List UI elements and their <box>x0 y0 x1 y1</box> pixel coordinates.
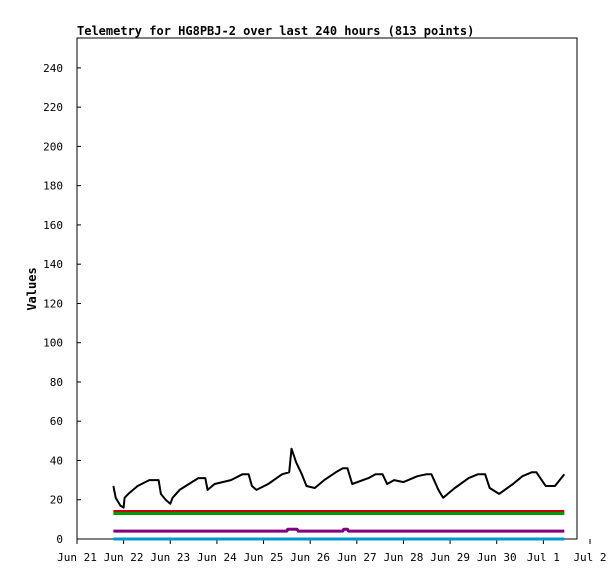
y-tick-label: 200 <box>43 140 63 153</box>
y-tick-label: 0 <box>56 533 63 546</box>
series-layer <box>112 447 566 541</box>
y-tick-label: 60 <box>50 415 63 428</box>
y-tick-label: 180 <box>43 180 63 193</box>
x-axis: Jun 21 Jun 22 Jun 23 Jun 24 Jun 25 Jun 26 Jun … <box>57 539 607 564</box>
x-tick-label: Jun 23 <box>150 551 190 564</box>
y-axis-label: Values <box>25 267 39 310</box>
x-tick-label: Jun 27 <box>337 551 377 564</box>
y-tick-label: 160 <box>43 219 63 232</box>
x-tick-label: Jul 2 <box>573 551 606 564</box>
plot-frame <box>76 37 578 540</box>
y-tick-label: 80 <box>50 376 63 389</box>
y-tick-label: 40 <box>50 454 63 467</box>
x-tick-label: Jun 26 <box>290 551 330 564</box>
series-line-1 <box>112 447 566 509</box>
y-tick-label: 20 <box>50 494 63 507</box>
x-tick-label: Jun 30 <box>477 551 517 564</box>
y-tick-label: 240 <box>43 62 63 75</box>
y-tick-label: 100 <box>43 337 63 350</box>
chart-title: Telemetry for HG8PBJ-2 over last 240 hou… <box>77 24 474 38</box>
x-tick-label: Jun 25 <box>244 551 284 564</box>
y-tick-label: 120 <box>43 297 63 310</box>
y-tick-label: 140 <box>43 258 63 271</box>
x-tick-label: Jun 28 <box>384 551 424 564</box>
x-tick-label: Jul 1 <box>527 551 560 564</box>
x-tick-label: Jun 24 <box>197 551 237 564</box>
series-line-4 <box>113 527 565 533</box>
y-axis: 0 20 40 60 80 100 120 140 160 180 200 220 240 <box>43 62 81 546</box>
x-tick-label: Jun 22 <box>104 551 144 564</box>
x-tick-label: Jun 21 <box>57 551 97 564</box>
y-tick-label: 220 <box>43 101 63 114</box>
x-tick-label: Jun 29 <box>430 551 470 564</box>
